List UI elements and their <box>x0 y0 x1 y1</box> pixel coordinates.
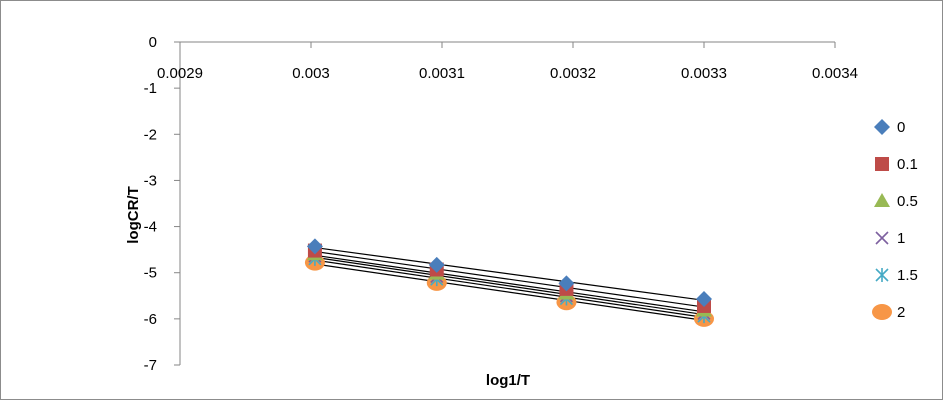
y-tick-label: 0 <box>149 34 157 51</box>
x-axis-title: log1/T <box>486 372 530 389</box>
axes: 0.0029 0.003 0.0031 0.0032 0.0033 0.0034 0 -1 -2… <box>144 34 858 374</box>
legend-marker-2 <box>872 304 892 320</box>
data-point-series-0 <box>558 275 575 292</box>
legend-label: 1.5 <box>897 267 918 284</box>
x-tick-label: 0.0033 <box>681 65 727 82</box>
x-tick-label: 0.0034 <box>812 65 858 82</box>
x-tick-label: 0.0031 <box>419 65 465 82</box>
legend-marker-1 <box>875 231 889 245</box>
trendline-series-0 <box>314 246 705 301</box>
trendline-series-1.5 <box>314 259 705 318</box>
y-tick-label: -7 <box>144 357 157 374</box>
y-tick-label: -6 <box>144 311 157 328</box>
trendline-series-0.5 <box>314 254 705 313</box>
x-tick-label: 0.003 <box>292 65 330 82</box>
legend-marker-0.1 <box>875 157 889 171</box>
data-points <box>304 238 714 327</box>
y-tick-label: -1 <box>144 80 157 97</box>
data-point-series-0 <box>428 256 445 273</box>
legend-label: 1 <box>897 230 905 247</box>
legend-label: 0.1 <box>897 156 918 173</box>
trendline-series-2 <box>314 263 705 321</box>
x-tick-label: 0.0032 <box>550 65 596 82</box>
legend-label: 0.5 <box>897 193 918 210</box>
legend-label: 0 <box>897 119 905 136</box>
trendlines <box>314 246 705 321</box>
trendline-series-1 <box>314 256 705 316</box>
y-axis-title: logCR/T <box>125 186 142 244</box>
legend-marker-0 <box>874 119 890 135</box>
data-point-series-0 <box>696 291 712 308</box>
legend-marker-0.5 <box>874 193 890 207</box>
y-tick-label: -2 <box>144 126 157 143</box>
legend: 0 0.1 0.5 1 1.5 2 <box>872 119 918 321</box>
x-tick-label: 0.0029 <box>157 65 203 82</box>
y-tick-label: -4 <box>144 219 157 236</box>
data-point-series-0 <box>306 238 323 255</box>
legend-label: 2 <box>897 304 905 321</box>
y-tick-label: -3 <box>144 172 157 189</box>
y-tick-label: -5 <box>144 265 157 282</box>
trendline-series-0.1 <box>314 250 705 308</box>
legend-marker-1.5 <box>875 268 889 282</box>
